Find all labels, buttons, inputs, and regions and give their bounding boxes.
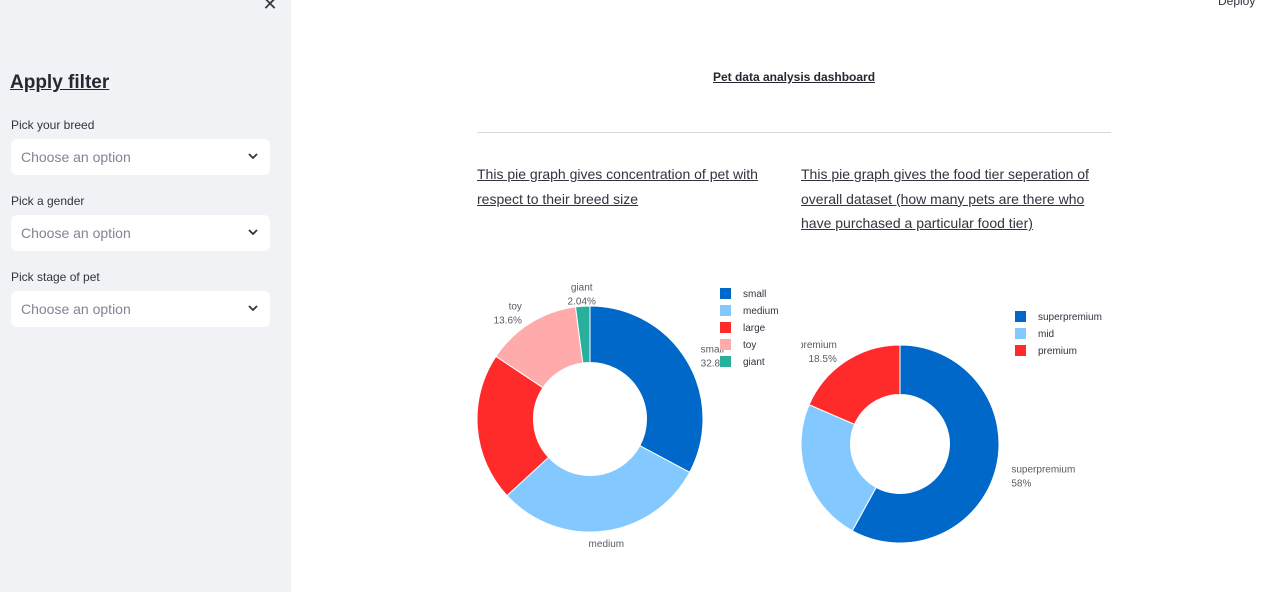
chevron-down-icon[interactable] (248, 305, 258, 312)
close-icon[interactable]: ✕ (262, 0, 278, 14)
legend-item-superpremium[interactable]: superpremium (1038, 312, 1102, 323)
data-label-percent: 18.5% (809, 354, 837, 365)
sidebar-title: Apply filter (10, 72, 110, 93)
data-label-name: toy (509, 301, 522, 312)
gender-filter-label: Pick a gender (11, 194, 85, 208)
legend-item-toy[interactable]: toy (743, 340, 756, 351)
gender-select[interactable]: Choose an option (11, 215, 270, 251)
pie-slice-small[interactable] (589, 305, 704, 473)
legend-item-small[interactable]: small (743, 289, 766, 300)
breed-size-pie-chart: small32.8%medium30.3%large21.2%toy13.6%g… (477, 282, 779, 550)
deploy-button[interactable]: Deploy (1218, 0, 1256, 8)
pie-slice-mid[interactable] (801, 404, 877, 532)
legend-swatch[interactable] (1015, 311, 1026, 322)
breed-select[interactable]: Choose an option (11, 139, 270, 175)
pie-slice-superpremium[interactable] (851, 344, 1000, 544)
legend-swatch[interactable] (720, 356, 731, 367)
food-tier-pie-chart: superpremium58%mid23.5%premium18.5%super… (801, 311, 1102, 544)
page-title: Pet data analysis dashboard (712, 70, 876, 84)
close-sidebar-button[interactable]: ✕ (260, 0, 280, 14)
data-label-name: giant (571, 282, 593, 293)
stage-filter-label: Pick stage of pet (11, 270, 100, 284)
pie-slice-medium[interactable] (506, 444, 691, 533)
data-label-percent: 2.04% (568, 296, 596, 307)
legend-swatch[interactable] (720, 288, 731, 299)
breed-filter-label: Pick your breed (11, 118, 95, 132)
data-label-name: premium (801, 340, 837, 351)
pie-slice-large[interactable] (477, 355, 550, 497)
data-label-name: superpremium (1011, 465, 1075, 476)
sidebar: ✕ Apply filter Pick your breed Choose an… (0, 0, 291, 592)
breed-select-placeholder: Choose an option (21, 149, 131, 165)
breed-chart-description: This pie graph gives concentration of pe… (477, 166, 758, 207)
data-label-percent: 32.8% (701, 359, 729, 370)
legend-swatch[interactable] (1015, 345, 1026, 356)
legend-swatch[interactable] (1015, 328, 1026, 339)
legend-swatch[interactable] (720, 339, 731, 350)
legend-item-medium[interactable]: medium (743, 306, 779, 317)
stage-select[interactable]: Choose an option (11, 291, 270, 327)
chevron-down-icon[interactable] (248, 229, 258, 236)
gender-select-placeholder: Choose an option (21, 225, 131, 241)
legend-swatch[interactable] (720, 305, 731, 316)
legend-swatch[interactable] (720, 322, 731, 333)
data-label-name: small (701, 345, 724, 356)
legend-item-mid[interactable]: mid (1038, 329, 1054, 340)
chevron-down-icon[interactable] (248, 153, 258, 160)
divider (477, 132, 1111, 133)
data-label-name: medium (589, 539, 625, 550)
food-chart-description: This pie graph gives the food tier seper… (801, 166, 1089, 231)
legend-item-large[interactable]: large (743, 323, 766, 334)
legend-item-giant[interactable]: giant (743, 357, 765, 368)
pie-slice-premium[interactable] (808, 344, 901, 425)
stage-select-placeholder: Choose an option (21, 301, 131, 317)
data-label-percent: 13.6% (494, 315, 522, 326)
pie-slice-giant[interactable] (574, 305, 591, 364)
data-label-percent: 58% (1011, 479, 1031, 490)
legend-item-premium[interactable]: premium (1038, 346, 1077, 357)
